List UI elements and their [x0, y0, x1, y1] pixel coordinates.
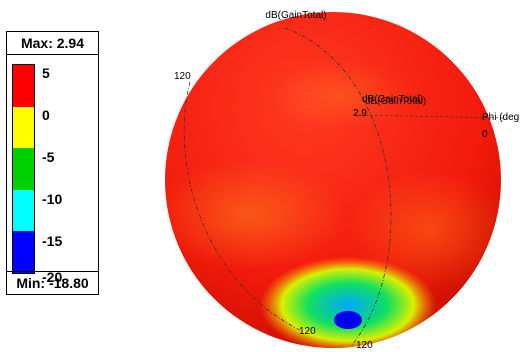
lobe-shading-left [165, 160, 345, 270]
phi-zero-label: 0 [482, 129, 488, 140]
legend-colorbar [12, 64, 35, 274]
colorbar-band-green [13, 148, 34, 190]
theta-line [183, 81, 301, 331]
phi-axis-line [354, 114, 506, 119]
lobe-shading-top [270, 60, 410, 130]
meridian-line [284, 27, 392, 346]
legend-tick-minus5: -5 [42, 149, 55, 165]
theta-label-bottom-b: 120 [356, 340, 373, 351]
legend-tick-minus20: -20 [42, 269, 63, 285]
null-core [334, 311, 362, 329]
theta-label-top: 120 [174, 71, 191, 82]
color-legend: Max: 2.94 5 0 -5 -10 -15 -20 Min: -18.80 [6, 31, 99, 295]
overlap-value: 2.9 [353, 108, 367, 119]
colorbar-band-blue [13, 231, 34, 273]
colorbar-band-yellow [13, 106, 34, 149]
null-region [260, 257, 436, 348]
overlap-label-a: dB(GainTotal) [362, 94, 423, 105]
legend-tick-0: 0 [42, 107, 50, 123]
theta-label-bottom-a: 120 [299, 326, 316, 337]
legend-tick-5: 5 [42, 65, 50, 81]
legend-tick-minus10: -10 [42, 191, 63, 207]
legend-max-label: Max: 2.94 [7, 32, 98, 55]
lobe-shading-right [350, 170, 501, 290]
overlap-label-b: dB(GainTotal) [365, 96, 426, 107]
phi-axis-label: Phi (deg [482, 112, 519, 123]
legend-min-label: Min: -18.80 [7, 271, 98, 294]
colorbar-band-red [13, 65, 34, 107]
colorbar-band-cyan [13, 189, 34, 232]
legend-tick-minus15: -15 [42, 233, 63, 249]
plot-title: dB(GainTotal) [265, 10, 326, 21]
